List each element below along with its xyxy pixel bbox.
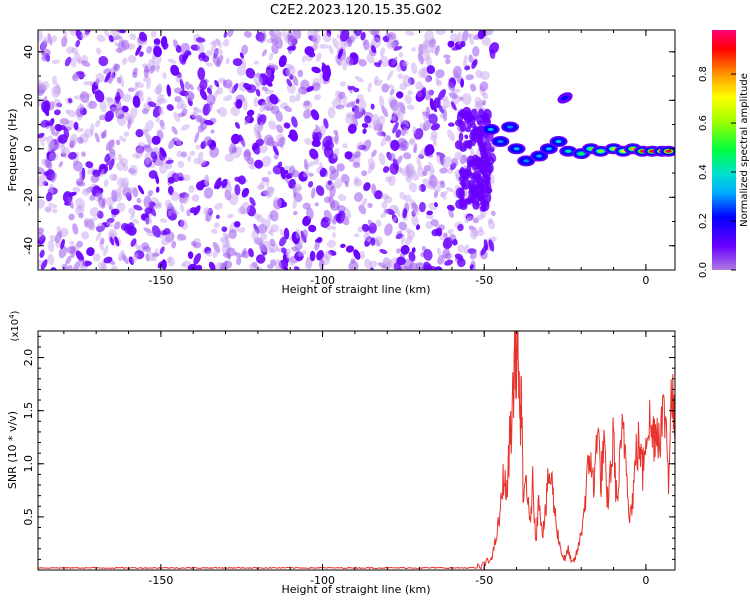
signal-blob: [501, 121, 520, 133]
snr-panel: -150 -100 -50 0 0.5 1.0 1.5 2.0 Height of strai…: [6, 310, 676, 596]
snr-x-axis-label: Height of straight line (km): [281, 583, 430, 596]
snr-y-axis-label: SNR (10 * v/v): [6, 411, 19, 489]
x-tick-label: -100: [310, 274, 335, 287]
spectrogram-frame: [37, 29, 676, 271]
x-tick-label: -100: [310, 574, 335, 587]
y-tick-label: 20: [22, 93, 35, 107]
colorbar-tick-label: 0.4: [698, 164, 709, 180]
colorbar-tick-label: 0.0: [698, 262, 709, 278]
y-tick-label: -40: [22, 237, 35, 255]
signal-blob: [491, 136, 510, 148]
x-tick-label: -150: [148, 274, 173, 287]
signal-blob: [530, 150, 549, 162]
spectrogram-ticks: -150 -100 -50 0 -40 -20 0 20 40: [22, 30, 675, 287]
colorbar-ticks: 0.0 0.2 0.4 0.6 0.8: [698, 66, 736, 278]
spectrogram-panel: -150 -100 -50 0 -40 -20 0 20 40 Height of straig…: [6, 29, 676, 296]
colorbar-tick-label: 0.2: [698, 213, 709, 229]
colorbar: 0.0 0.2 0.4 0.6 0.8 Normalized spectral ampl…: [698, 30, 750, 278]
x-tick-label: -50: [475, 274, 493, 287]
snr-frame: [37, 330, 676, 571]
y-tick-label: 1.5: [22, 402, 35, 420]
signal-blob: [507, 143, 526, 155]
colorbar-gradient: [712, 30, 736, 270]
y-tick-label: 0.5: [22, 508, 35, 526]
noise-speckle: [38, 30, 500, 270]
y-tick-label: 40: [22, 45, 35, 59]
snr-series-line: [38, 331, 675, 570]
spectrogram-x-axis-label: Height of straight line (km): [281, 283, 430, 296]
y-tick-label: 2.0: [22, 349, 35, 367]
y-tick-label: -20: [22, 188, 35, 206]
signal-blob: [517, 155, 536, 167]
snr-y-exponent: (x104): [8, 310, 21, 341]
signal-blob: [481, 123, 500, 135]
y-tick-label: 1.0: [22, 455, 35, 473]
snr-plot-area: [38, 331, 675, 570]
y-tick-label: 0: [22, 145, 35, 152]
signal-track: [481, 121, 675, 167]
x-tick-label: -50: [475, 574, 493, 587]
outlier-blob: [557, 92, 573, 104]
signal-blob: [539, 143, 558, 155]
colorbar-tick-label: 0.8: [698, 66, 709, 82]
x-tick-label: 0: [642, 274, 649, 287]
snr-ticks: -150 -100 -50 0 0.5 1.0 1.5 2.0: [22, 331, 675, 587]
signal-blob: [549, 136, 568, 148]
x-tick-label: -150: [148, 574, 173, 587]
colorbar-label: Normalized spectral amplitude: [739, 73, 750, 227]
x-tick-label: 0: [642, 574, 649, 587]
spectrogram-y-axis-label: Frequency (Hz): [6, 109, 19, 192]
chart-title: C2E2.2023.120.15.35.G02: [270, 3, 442, 18]
spectrogram-plot-area: [38, 30, 675, 270]
colorbar-tick-label: 0.6: [698, 115, 709, 131]
